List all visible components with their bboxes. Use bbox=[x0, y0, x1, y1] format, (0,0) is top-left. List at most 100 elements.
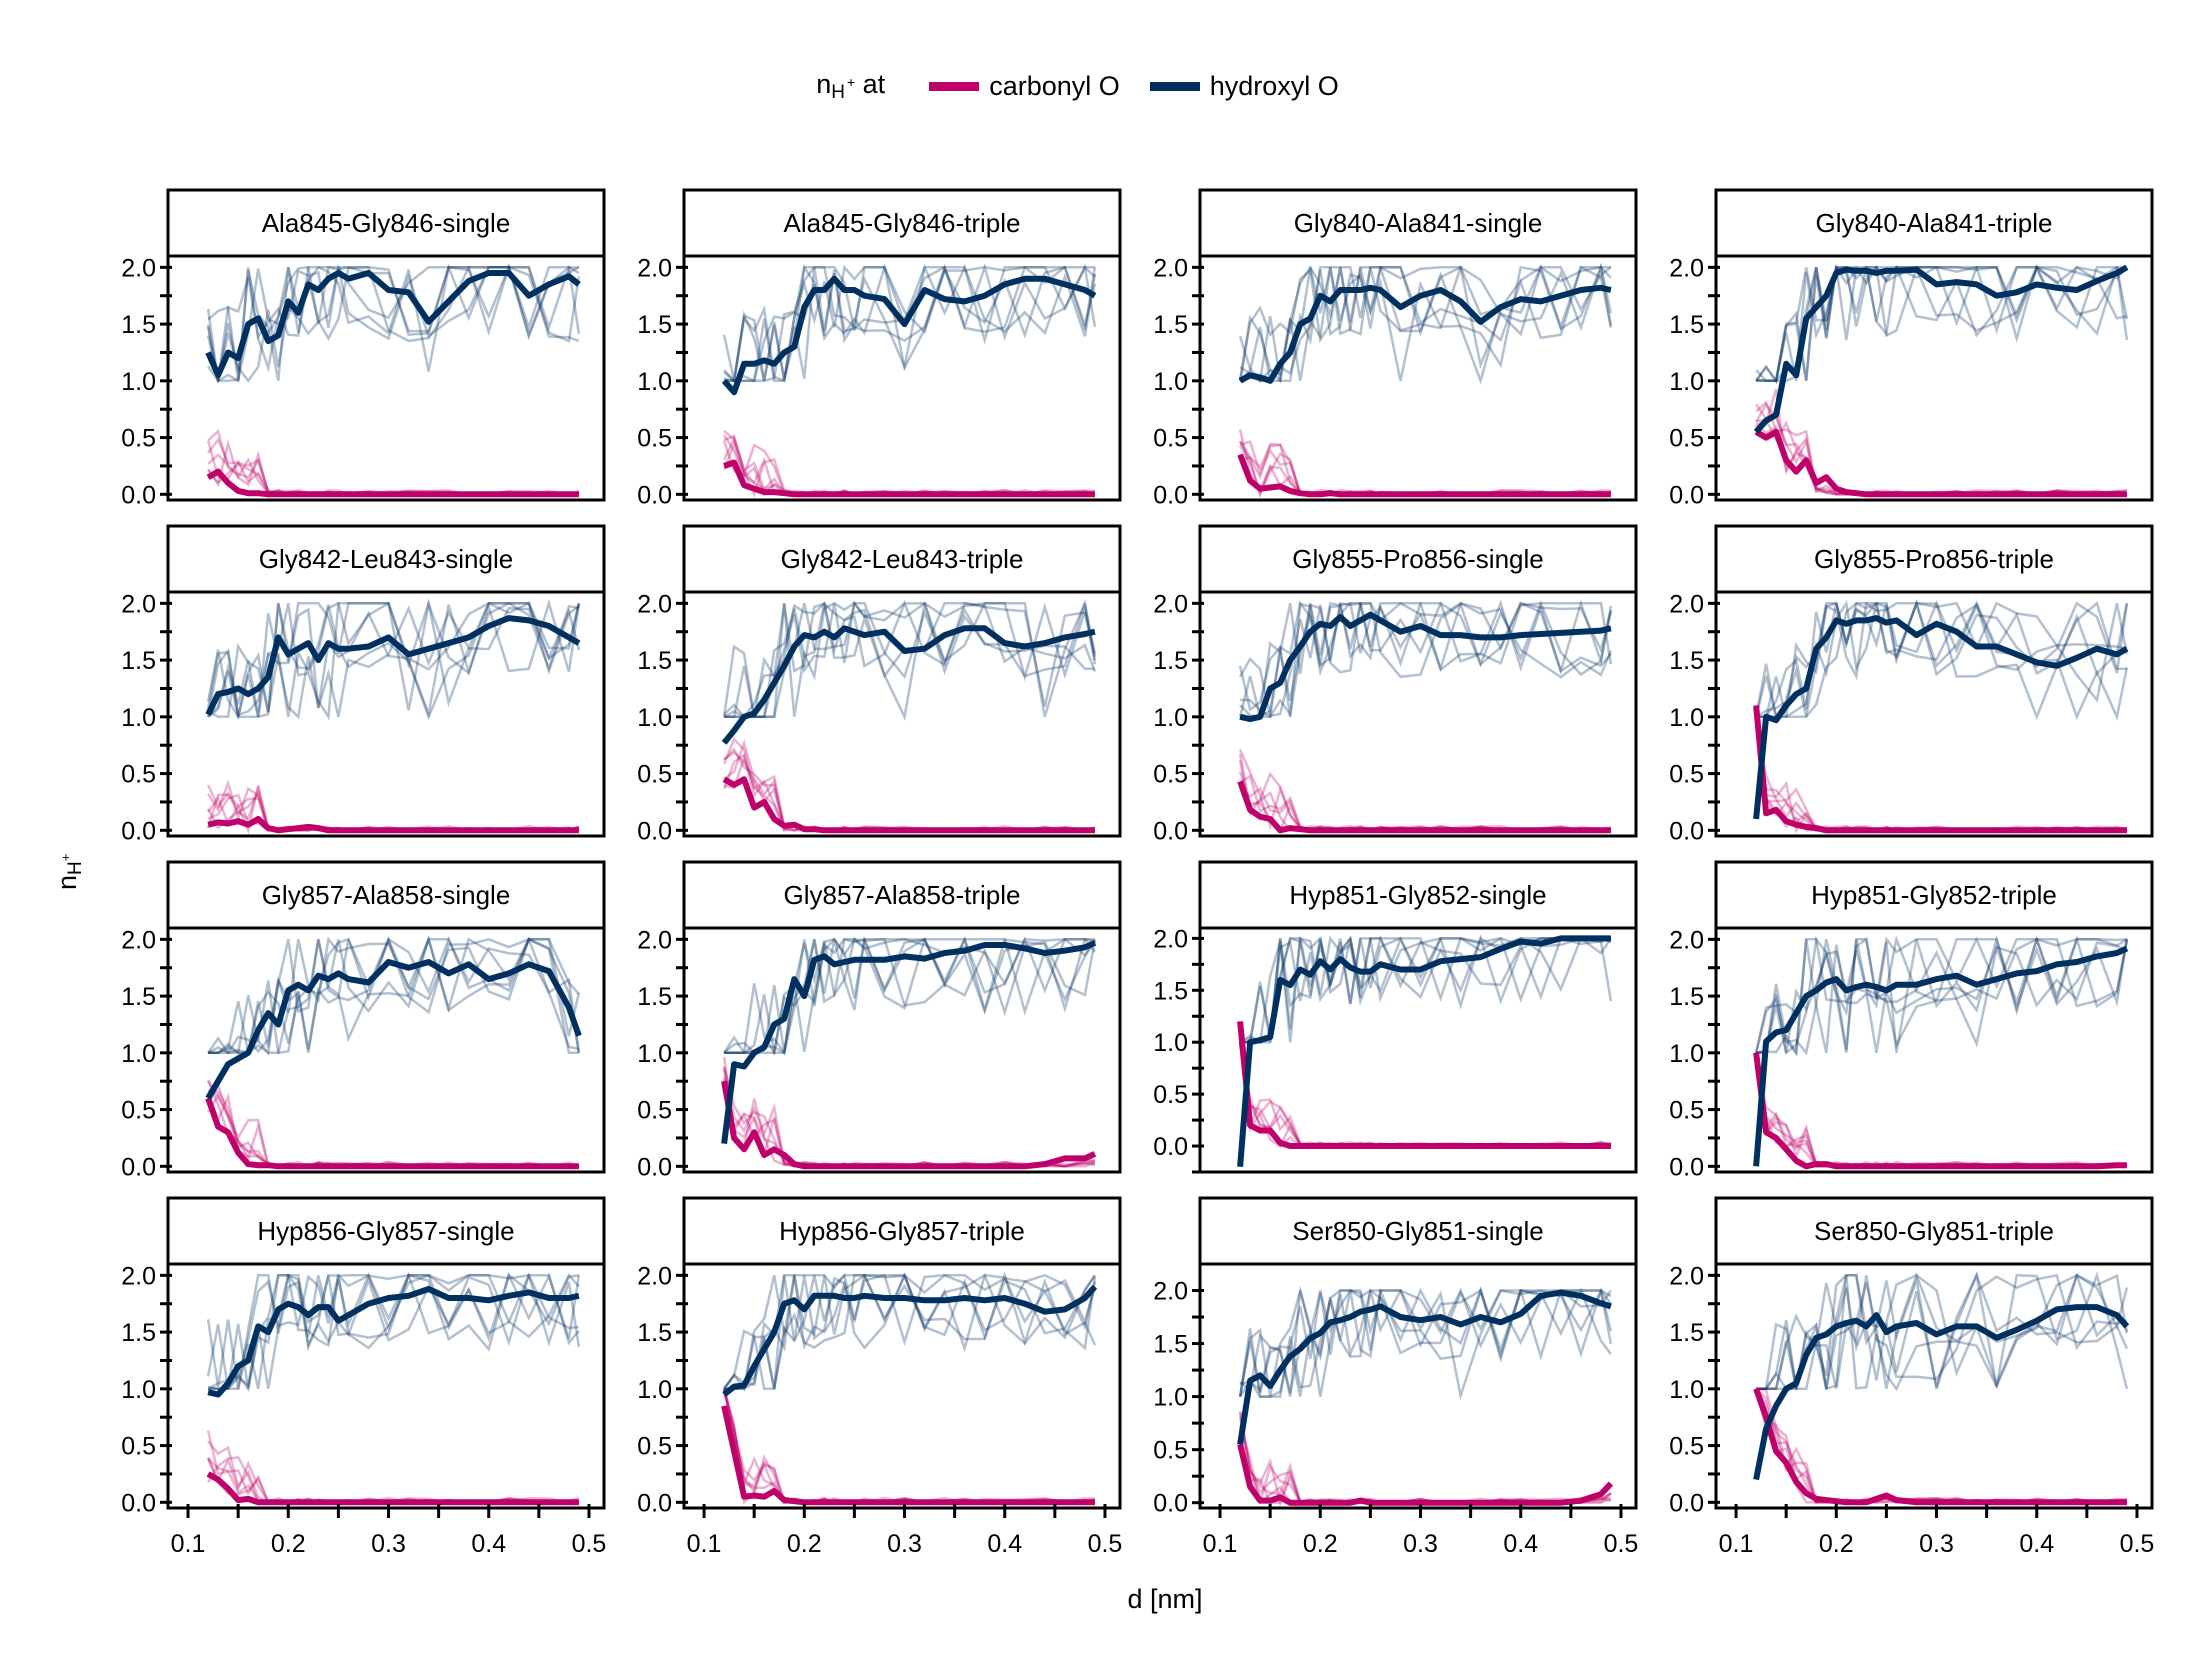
y-tick-label: 0.5 bbox=[637, 425, 672, 453]
y-tick-label: 0.5 bbox=[1153, 1437, 1188, 1465]
y-tick-label: 1.0 bbox=[121, 368, 156, 396]
panel-title: Gly840-Ala841-triple bbox=[1815, 208, 2052, 238]
x-tick-label: 0.2 bbox=[1819, 1530, 1854, 1558]
panel-header bbox=[166, 188, 606, 258]
hydroxyl-replicate-line bbox=[208, 1272, 581, 1391]
y-tick-label: 1.0 bbox=[1153, 1029, 1188, 1057]
plot-frame bbox=[682, 1262, 1122, 1510]
plot-area bbox=[1237, 262, 1613, 499]
x-tick-label: 0.3 bbox=[1403, 1530, 1438, 1558]
plot-area bbox=[206, 1271, 581, 1506]
x-tick-label: 0.4 bbox=[471, 1530, 506, 1558]
plot-frame bbox=[1714, 926, 2154, 1174]
y-tick-label: 0.0 bbox=[121, 1489, 156, 1517]
y-tick-label: 0.5 bbox=[637, 1097, 672, 1125]
y-tick-label: 1.0 bbox=[1669, 704, 1704, 732]
x-tick-label: 0.3 bbox=[1919, 1530, 1954, 1558]
hydroxyl-mean-line bbox=[1753, 1304, 2130, 1481]
hydroxyl-replicate-line bbox=[206, 1273, 580, 1390]
hydroxyl-replicate-line bbox=[723, 1271, 1097, 1392]
y-tick-label: 0.5 bbox=[1669, 761, 1704, 789]
hydroxyl-mean-line bbox=[207, 1286, 580, 1398]
hydroxyl-replicate-line bbox=[723, 1273, 1097, 1390]
y-tick-label: 1.5 bbox=[1153, 647, 1188, 675]
y-tick-label: 0.0 bbox=[637, 481, 672, 509]
hydroxyl-replicate-line bbox=[1754, 601, 2129, 721]
hydroxyl-replicate-line bbox=[1756, 936, 2129, 1056]
legend-label-hydroxyl: hydroxyl O bbox=[1209, 70, 1339, 101]
hydroxyl-replicate-line bbox=[724, 601, 1097, 719]
hydroxyl-replicate-line bbox=[208, 935, 581, 1055]
hydroxyl-replicate-line bbox=[1240, 601, 1613, 719]
x-tick-label: 0.5 bbox=[2120, 1530, 2155, 1558]
carbonyl-mean-line bbox=[206, 1471, 579, 1506]
y-tick-label: 0.0 bbox=[637, 1153, 672, 1181]
y-tick-label: 2.0 bbox=[121, 926, 156, 954]
carbonyl-mean-line bbox=[1753, 705, 2127, 834]
carbonyl-replicate-line bbox=[1754, 716, 2127, 832]
carbonyl-replicate-line bbox=[1754, 716, 2128, 832]
hydroxyl-mean-line bbox=[721, 625, 1096, 745]
panel-header bbox=[1198, 188, 1638, 258]
y-tick-label: 0.0 bbox=[121, 817, 156, 845]
y-tick-label: 0.0 bbox=[637, 817, 672, 845]
y-tick-label: 1.5 bbox=[121, 1319, 156, 1347]
panel-header bbox=[166, 1196, 606, 1266]
carbonyl-replicate-line bbox=[206, 1430, 579, 1504]
hydroxyl-replicate-line bbox=[1239, 936, 1612, 1044]
y-tick-label: 2.0 bbox=[121, 590, 156, 618]
y-tick-label: 1.5 bbox=[1153, 311, 1188, 339]
facet-panel: Ala845-Gly846-triple 0.0 0.5 1.0 1.5 2.0 bbox=[637, 188, 1122, 509]
plot-frame bbox=[166, 590, 606, 838]
x-tick-label: 0.2 bbox=[787, 1530, 822, 1558]
y-tick-label: 1.0 bbox=[1153, 1384, 1188, 1412]
y-tick-label: 2.0 bbox=[121, 1262, 156, 1290]
carbonyl-replicate-line bbox=[1238, 429, 1612, 496]
y-tick-label: 0.5 bbox=[637, 761, 672, 789]
y-tick-label: 0.5 bbox=[1669, 425, 1704, 453]
facet-panel: Gly855-Pro856-triple 0.0 0.5 1.0 1.5 2.0 bbox=[1669, 524, 2154, 845]
y-tick-label: 2.0 bbox=[1669, 590, 1704, 618]
y-tick-label: 1.0 bbox=[1669, 368, 1704, 396]
facet-panel: Gly857-Ala858-single 0.0 0.5 1.0 1.5 2.0 bbox=[121, 860, 606, 1181]
x-tick-label: 0.1 bbox=[1203, 1530, 1238, 1558]
y-tick-label: 0.5 bbox=[121, 1433, 156, 1461]
hydroxyl-replicate-line bbox=[207, 598, 581, 719]
hydroxyl-replicate-line bbox=[1240, 937, 1611, 1044]
y-tick-label: 1.5 bbox=[1153, 1331, 1188, 1359]
x-tick-label: 0.5 bbox=[572, 1530, 607, 1558]
y-tick-label: 1.0 bbox=[637, 1376, 672, 1404]
panel-header bbox=[1714, 524, 2154, 594]
carbonyl-mean-line bbox=[1237, 780, 1611, 834]
carbonyl-mean-line bbox=[722, 776, 1095, 834]
plot-frame bbox=[682, 254, 1122, 502]
carbonyl-mean-line bbox=[1753, 1052, 2127, 1170]
y-tick-label: 2.0 bbox=[1153, 254, 1188, 282]
carbonyl-replicate-line bbox=[723, 429, 1095, 496]
carbonyl-mean-line bbox=[1237, 1443, 1614, 1506]
facet-panel: Gly857-Ala858-triple 0.0 0.5 1.0 1.5 2.0 bbox=[637, 860, 1122, 1181]
y-tick-label: 1.5 bbox=[121, 983, 156, 1011]
hydroxyl-mean-line bbox=[721, 940, 1097, 1144]
plot-area bbox=[1237, 599, 1613, 834]
y-tick-label: 0.0 bbox=[1669, 1153, 1704, 1181]
carbonyl-replicate-line bbox=[206, 1457, 580, 1504]
carbonyl-replicate-line bbox=[207, 1093, 579, 1168]
plot-frame bbox=[166, 1262, 606, 1510]
carbonyl-mean-line bbox=[723, 459, 1095, 498]
carbonyl-mean-line bbox=[1754, 428, 2127, 498]
y-tick-label: 1.5 bbox=[637, 311, 672, 339]
y-tick-label: 1.0 bbox=[1669, 1376, 1704, 1404]
hydroxyl-replicate-line bbox=[723, 602, 1097, 719]
carbonyl-replicate-line bbox=[1754, 1388, 2128, 1504]
hydroxyl-replicate-line bbox=[207, 263, 581, 381]
plot-area bbox=[1753, 263, 2129, 498]
y-axis-label: nH+ bbox=[52, 853, 86, 890]
hydroxyl-mean-line bbox=[205, 615, 581, 716]
legend-item-hydroxyl: hydroxyl O bbox=[1149, 70, 1339, 102]
carbonyl-mean-line bbox=[721, 1080, 1097, 1170]
hydroxyl-replicate-line bbox=[1755, 265, 2129, 384]
carbonyl-replicate-line bbox=[1239, 440, 1611, 496]
hydroxyl-replicate-line bbox=[722, 263, 1097, 382]
hydroxyl-replicate-line bbox=[1755, 599, 2129, 718]
